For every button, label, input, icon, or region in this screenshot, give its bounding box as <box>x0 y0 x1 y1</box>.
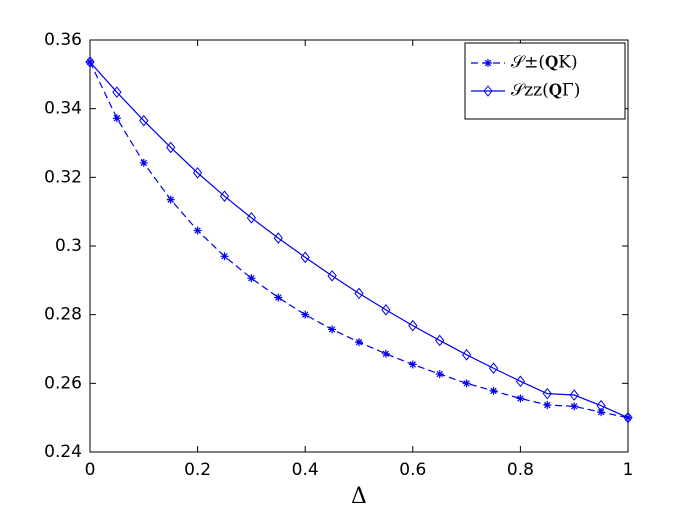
asterisk-marker <box>355 338 363 347</box>
asterisk-marker <box>489 386 498 395</box>
diamond-marker <box>515 375 526 388</box>
diamond-marker <box>435 334 445 347</box>
diamond-marker <box>408 319 418 332</box>
series-line <box>89 61 629 419</box>
asterisk-marker <box>435 370 444 379</box>
y-tick-label: 0.32 <box>44 167 82 187</box>
diamond-marker <box>542 387 552 400</box>
asterisk-marker <box>139 158 148 167</box>
x-axis-label: Δ <box>351 484 367 509</box>
asterisk-marker <box>274 293 283 302</box>
diamond-marker <box>327 270 337 282</box>
diamond-marker <box>166 141 176 154</box>
asterisk-marker <box>597 408 606 417</box>
x-tick-label: 0.6 <box>399 460 426 480</box>
y-tick-label: 0.26 <box>44 373 82 393</box>
x-tick-label: 0 <box>85 460 96 480</box>
x-tick-label: 0.2 <box>184 460 211 480</box>
y-tick-label: 0.36 <box>44 30 82 50</box>
diamond-marker <box>623 411 633 424</box>
diamond-marker <box>381 304 391 316</box>
diamond-marker <box>354 287 364 300</box>
y-tick-label: 0.28 <box>44 305 82 325</box>
x-tick-label: 0.8 <box>507 460 534 480</box>
diamond-marker <box>219 190 230 203</box>
asterisk-marker <box>484 59 492 67</box>
diamond-marker <box>85 56 95 68</box>
asterisk-marker <box>86 57 94 66</box>
asterisk-marker <box>543 400 552 409</box>
diamond-marker <box>569 389 579 401</box>
legend-box <box>464 42 626 120</box>
diamond-marker <box>461 349 472 361</box>
asterisk-marker <box>462 379 471 388</box>
asterisk-marker <box>408 360 417 369</box>
asterisk-marker <box>166 195 175 204</box>
asterisk-marker <box>381 349 390 358</box>
y-tick-label: 0.3 <box>55 236 82 256</box>
asterisk-marker <box>624 413 632 422</box>
x-tick-label: 1 <box>623 460 634 480</box>
asterisk-marker <box>516 394 525 403</box>
y-tick-label: 0.34 <box>44 99 82 119</box>
asterisk-marker <box>193 226 202 235</box>
asterisk-marker <box>112 114 121 123</box>
diamond-marker <box>596 399 606 412</box>
y-tick-label: 0.24 <box>44 442 82 462</box>
legend-label: 𝒮zz(𝐐Γ) <box>511 81 580 101</box>
diamond-marker <box>300 251 310 264</box>
diamond-marker <box>483 85 493 97</box>
x-tick-label: 0.4 <box>292 460 319 480</box>
legend-label: 𝒮±(𝐐K) <box>511 53 578 73</box>
diamond-marker <box>488 362 499 375</box>
diamond-marker <box>246 212 257 224</box>
asterisk-marker <box>301 310 310 319</box>
asterisk-marker <box>570 402 579 411</box>
diamond-marker <box>273 232 283 244</box>
asterisk-marker <box>328 325 337 334</box>
diamond-marker <box>112 86 122 98</box>
asterisk-marker <box>220 252 229 261</box>
diamond-marker <box>139 114 149 127</box>
asterisk-marker <box>247 274 256 283</box>
diamond-marker <box>192 167 203 179</box>
